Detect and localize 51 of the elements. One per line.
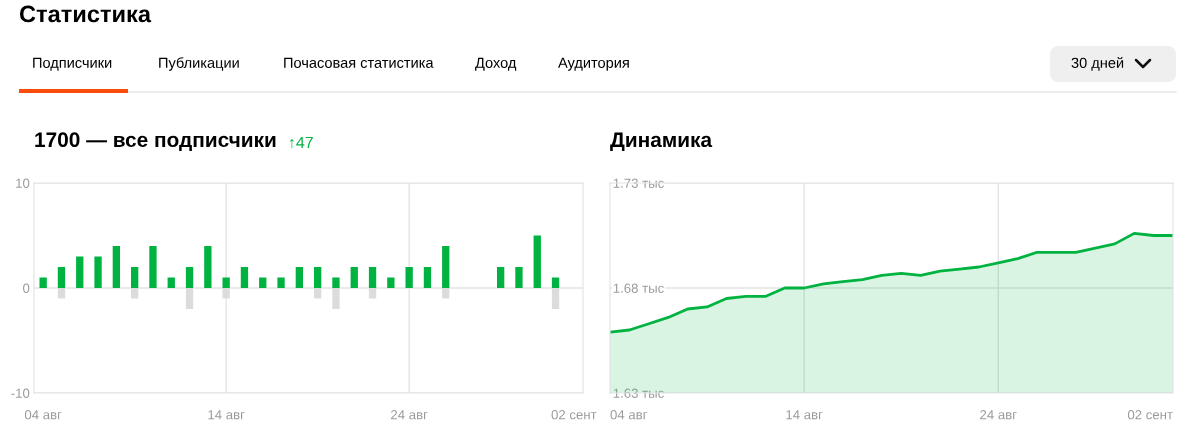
bar bbox=[130, 267, 139, 288]
x-tick-label: 14 авг bbox=[786, 410, 823, 420]
bar bbox=[442, 246, 450, 288]
bar bbox=[167, 277, 175, 288]
chart-title: 1700 — все подписчики bbox=[35, 132, 276, 152]
bar bbox=[496, 267, 505, 288]
bar bbox=[57, 267, 66, 288]
x-tick-label: 24 авг bbox=[391, 410, 428, 420]
chart-title: Динамика bbox=[610, 132, 713, 152]
y-tick-label: 1.73 тыс bbox=[613, 178, 664, 188]
text: Подписчики bbox=[33, 57, 112, 71]
x-tick-label: 02 сент bbox=[551, 410, 597, 420]
bar bbox=[259, 277, 267, 288]
text: Статистика bbox=[19, 5, 152, 23]
bar bbox=[350, 267, 358, 288]
y-tick-label: 1.68 тыс bbox=[613, 283, 664, 293]
bar bbox=[277, 277, 285, 288]
bar bbox=[387, 277, 395, 288]
x-tick-label: 24 авг bbox=[980, 410, 1017, 420]
bar bbox=[94, 256, 102, 288]
bar bbox=[112, 246, 121, 288]
text: ↑47 bbox=[290, 136, 313, 149]
bar bbox=[295, 267, 304, 288]
bar bbox=[204, 246, 212, 288]
bar bbox=[240, 267, 249, 288]
text: Публикации bbox=[159, 57, 239, 71]
bar bbox=[423, 267, 432, 288]
bar bbox=[533, 235, 541, 288]
x-tick-label: 14 авг bbox=[208, 410, 245, 420]
x-tick-label: 04 авг bbox=[24, 410, 62, 420]
text: 30 дней bbox=[1071, 57, 1124, 71]
bar bbox=[149, 246, 157, 288]
y-tick-label: -10 bbox=[11, 388, 30, 398]
bar bbox=[551, 277, 560, 288]
x-tick-label: 02 сент bbox=[1127, 410, 1173, 420]
y-tick-label: 10 bbox=[16, 178, 30, 188]
bar bbox=[76, 256, 84, 288]
bar bbox=[332, 277, 340, 288]
y-tick-label: 1.63 тыс bbox=[613, 388, 664, 398]
bar bbox=[185, 267, 194, 288]
bar bbox=[39, 277, 47, 288]
x-tick-label: 04 авг bbox=[610, 410, 648, 420]
bar bbox=[515, 267, 523, 288]
text: Доход bbox=[475, 57, 517, 71]
text: Аудитория bbox=[558, 57, 629, 71]
bar bbox=[313, 267, 322, 288]
bar bbox=[222, 277, 230, 288]
y-tick-label: 0 bbox=[23, 283, 30, 293]
bar bbox=[405, 267, 413, 288]
text: Почасовая статистика bbox=[284, 57, 434, 68]
bar bbox=[368, 267, 377, 288]
